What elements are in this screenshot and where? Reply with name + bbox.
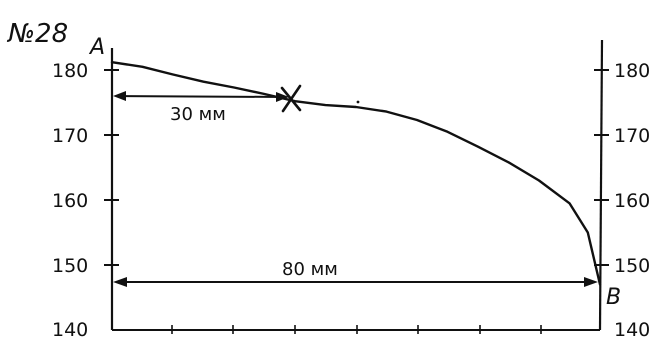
point-a-label: A	[88, 35, 105, 60]
right-tick-180: 180	[614, 60, 650, 82]
left-axis-ticks	[104, 69, 119, 266]
right-tick-140: 140	[614, 319, 650, 340]
left-tick-180: 180	[52, 60, 88, 82]
baseline-ticks	[171, 325, 542, 334]
left-tick-150: 150	[52, 255, 88, 277]
long-dimension-arrow	[113, 277, 598, 287]
figure-number: №28	[6, 19, 68, 49]
right-tick-150: 150	[614, 255, 650, 277]
x-marker-icon	[280, 84, 302, 113]
left-tick-170: 170	[52, 125, 88, 147]
right-tick-160: 160	[614, 190, 650, 212]
left-tick-140: 140	[52, 319, 88, 340]
right-axis-line	[598, 39, 604, 331]
profile-dot	[356, 100, 360, 104]
right-tick-170: 170	[614, 125, 650, 147]
short-dimension-arrow	[113, 91, 289, 102]
left-tick-160: 160	[52, 190, 88, 212]
short-dimension-label: 30 мм	[170, 104, 226, 125]
point-b-label: B	[606, 285, 621, 310]
long-dimension-label: 80 мм	[282, 259, 338, 280]
profile-line	[110, 61, 602, 286]
